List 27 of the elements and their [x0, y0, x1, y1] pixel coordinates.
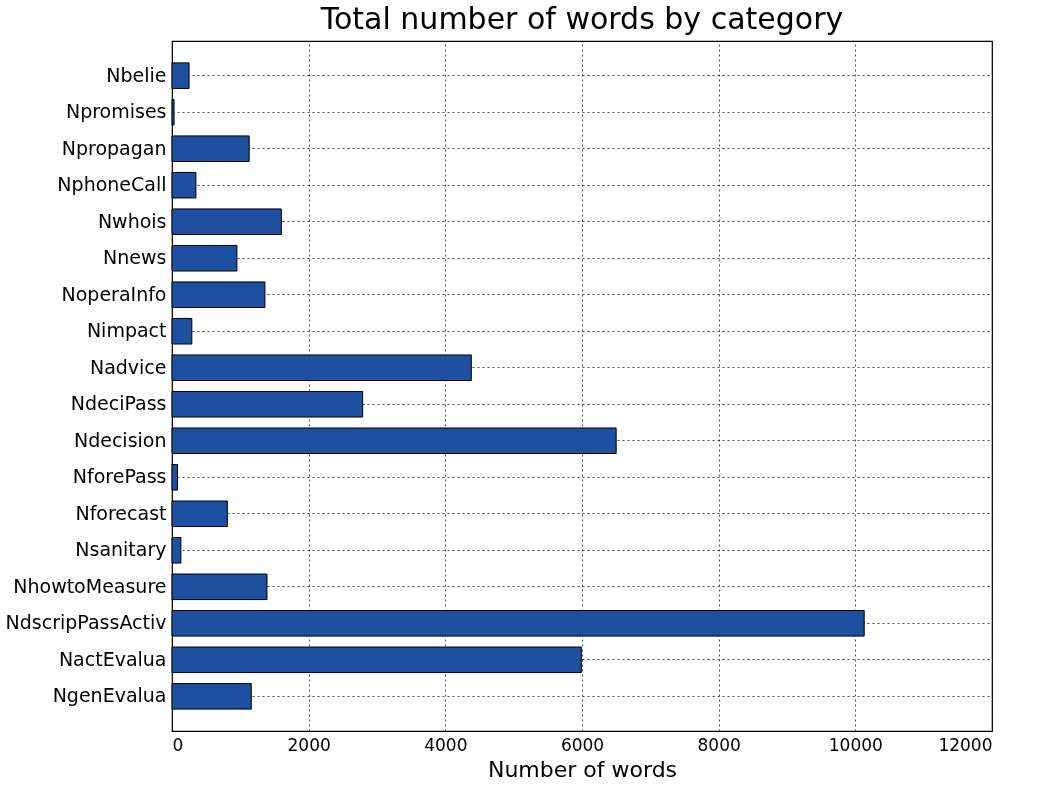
y-tick-label: NactEvalua [58, 647, 167, 670]
chart-title: Total number of words by category [319, 1, 844, 36]
y-tick-label: Nwhois [97, 209, 167, 232]
y-tick-label: NhowtoMeasure [13, 574, 167, 597]
y-tick-label: NdeciPass [70, 392, 167, 415]
x-tick-label: 2000 [287, 734, 331, 755]
y-tick-label: Nsanitary [75, 538, 167, 561]
y-tick-label: Nadvice [89, 355, 167, 378]
x-tick-label: 6000 [560, 734, 605, 755]
y-tick-label: NphoneCall [57, 173, 167, 196]
y-tick-label: Npropagan [61, 136, 167, 159]
y-tick-label: Ndecision [73, 428, 167, 451]
y-tick-label: Nnews [103, 246, 167, 269]
y-tick-label: NoperaInfo [61, 282, 167, 305]
x-tick-label: 10000 [828, 734, 883, 755]
x-tick-label: 4000 [424, 734, 468, 755]
y-tick-label: Nforecast [75, 501, 167, 524]
x-tick-label: 0 [172, 734, 184, 755]
y-tick-label: Nbelie [106, 63, 167, 86]
y-tick-label: Npromises [65, 100, 167, 123]
y-tick-label: NdscripPassActiv [5, 611, 167, 634]
y-tick-label: NforePass [72, 465, 167, 488]
y-tick-label: NgenEvalua [52, 684, 167, 707]
x-tick-label: 12000 [938, 734, 993, 755]
x-axis-title: Number of words [487, 756, 678, 782]
x-tick-label: 8000 [697, 734, 741, 755]
y-tick-label: Nimpact [86, 319, 167, 342]
